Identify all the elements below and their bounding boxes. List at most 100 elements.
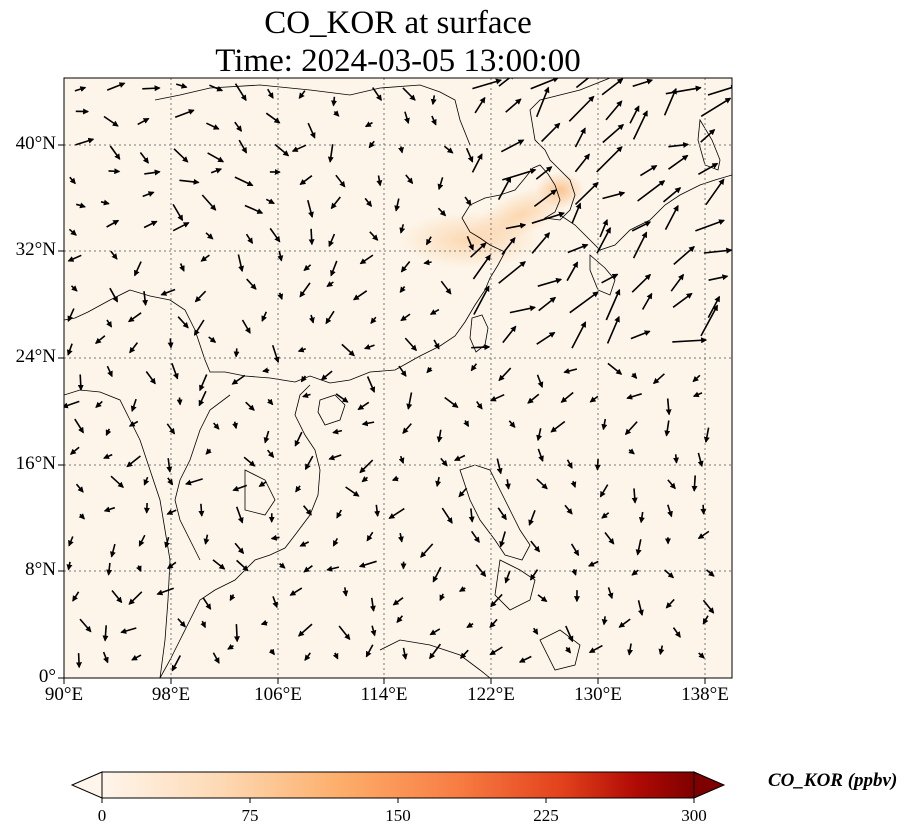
wind-arrow — [261, 311, 268, 322]
wind-arrow — [697, 452, 704, 468]
lon-tick-label: 90°E — [44, 684, 84, 705]
wind-arrow — [238, 139, 248, 154]
wind-arrow — [537, 277, 563, 287]
wind-arrow — [668, 142, 690, 148]
wind-arrow — [341, 343, 355, 357]
wind-arrow — [662, 187, 682, 203]
wind-arrow — [210, 167, 223, 174]
wind-arrow — [106, 82, 126, 91]
wind-arrow — [243, 456, 256, 467]
wind-arrow — [667, 504, 673, 518]
wind-arrow — [326, 565, 340, 572]
wind-arrow — [475, 564, 487, 577]
wind-arrow — [531, 211, 565, 224]
wind-arrow — [601, 512, 610, 519]
wind-arrow — [632, 231, 648, 259]
wind-arrow — [102, 625, 109, 642]
wind-arrow — [304, 455, 314, 471]
wind-arrow — [258, 481, 267, 487]
wind-arrow — [244, 204, 264, 214]
wind-arrow — [234, 176, 254, 187]
wind-arrow — [268, 648, 275, 656]
wind-arrow — [476, 401, 483, 410]
wind-arrow — [708, 274, 729, 281]
wind-arrow — [433, 339, 440, 350]
wind-arrow — [489, 646, 503, 656]
wind-arrow — [102, 651, 109, 664]
wind-arrow — [209, 84, 224, 92]
wind-arrow — [533, 189, 557, 208]
wind-arrow — [436, 429, 443, 443]
wind-arrow — [332, 538, 339, 547]
wind-arrow — [599, 484, 609, 498]
wind-arrow — [370, 316, 377, 324]
wind-arrow — [698, 162, 719, 175]
wind-arrow — [463, 420, 470, 428]
wind-arrow — [138, 534, 146, 547]
wind-arrow — [602, 123, 625, 144]
wind-arrow — [443, 145, 454, 154]
wind-arrow — [397, 532, 404, 543]
wind-arrow — [236, 559, 249, 572]
wind-arrow — [109, 287, 119, 303]
wind-arrow — [368, 140, 375, 149]
wind-arrow — [498, 367, 512, 382]
wind-arrow — [458, 487, 468, 498]
lon-tick-label: 122°E — [467, 684, 515, 705]
wind-arrow — [331, 96, 337, 107]
wind-arrow — [303, 565, 313, 573]
wind-arrow — [629, 105, 640, 124]
colorbar-tick-label: 300 — [681, 806, 707, 825]
wind-arrow — [537, 594, 548, 603]
wind-arrow — [536, 478, 548, 490]
colorbar-gradient — [101, 771, 695, 799]
wind-arrow — [103, 453, 113, 459]
wind-arrow — [692, 374, 701, 383]
wind-arrow — [193, 319, 205, 336]
wind-arrow — [302, 505, 312, 516]
wind-arrow — [531, 232, 551, 254]
lat-tick-label: 0° — [38, 666, 56, 687]
wind-arrow — [303, 264, 312, 272]
wind-arrow — [332, 428, 343, 435]
wind-arrow — [235, 506, 244, 524]
wind-arrow — [294, 431, 303, 447]
wind-arrow — [271, 344, 280, 364]
wind-arrow — [652, 373, 665, 385]
wind-arrow — [605, 288, 621, 321]
wind-arrow — [345, 486, 360, 497]
wind-arrow — [203, 534, 210, 545]
wind-arrow — [166, 509, 177, 515]
wind-arrow — [635, 539, 642, 556]
wind-arrow — [289, 587, 303, 596]
wind-arrow — [266, 449, 275, 458]
wind-arrow — [437, 207, 447, 217]
wind-arrow — [527, 393, 540, 404]
wind-arrow — [504, 479, 511, 490]
wind-arrow — [205, 232, 214, 240]
wind-arrow — [601, 616, 608, 626]
wind-arrow — [106, 562, 113, 576]
wind-arrow — [641, 292, 653, 310]
wind-arrow — [665, 398, 672, 416]
wind-arrow — [664, 420, 671, 437]
wind-arrow — [435, 476, 442, 488]
wind-arrow — [103, 115, 119, 127]
wind-arrow — [326, 281, 334, 288]
wind-arrow — [691, 475, 698, 492]
wind-arrow — [267, 88, 274, 99]
wind-arrow — [179, 178, 200, 185]
wind-arrow — [304, 652, 311, 662]
wind-arrow — [570, 543, 580, 557]
wind-arrow — [700, 304, 719, 337]
wind-arrow — [357, 401, 370, 411]
wind-arrow — [673, 454, 680, 464]
wind-arrow — [105, 428, 112, 437]
wind-arrow — [95, 335, 106, 344]
gridlines — [64, 78, 732, 678]
coastlines — [64, 78, 732, 678]
wind-arrow — [128, 420, 139, 427]
wind-arrow — [501, 237, 516, 255]
wind-arrow — [628, 448, 635, 455]
